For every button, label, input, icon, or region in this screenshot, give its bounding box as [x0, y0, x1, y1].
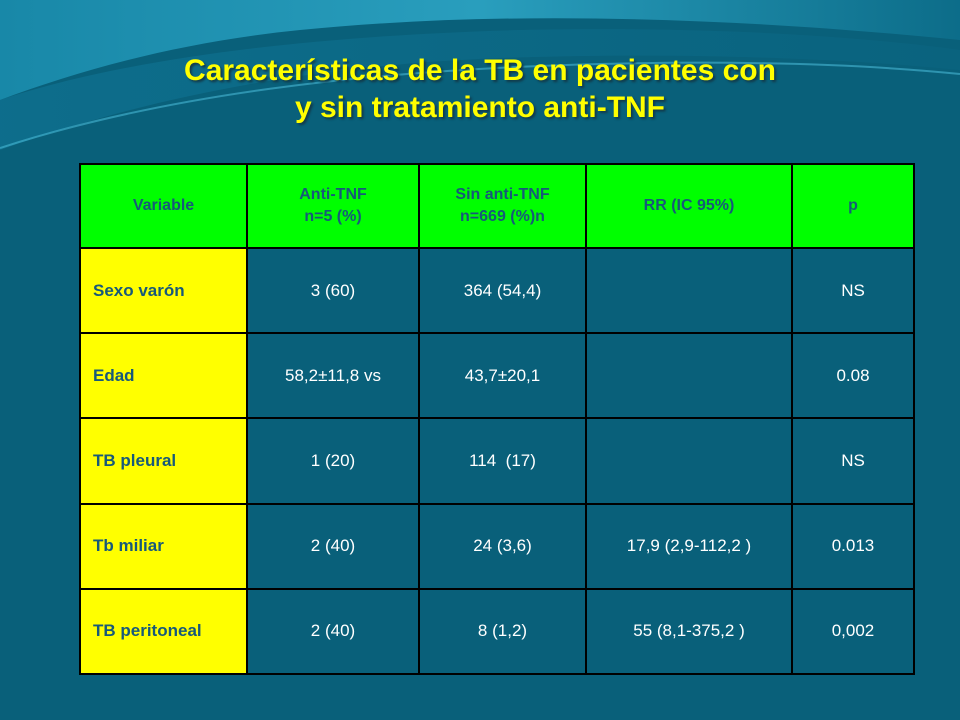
cell-p: NS	[791, 246, 915, 335]
header-p: p	[791, 163, 915, 249]
cell-sin-anti-tnf: 114 (17)	[418, 417, 587, 505]
table-row: Edad 58,2±11,8 vs 43,7±20,1 0.08	[79, 332, 915, 420]
header-anti-tnf: Anti-TNF n=5 (%)	[246, 163, 420, 249]
cell-p: 0.013	[791, 502, 915, 590]
cell-p: 0,002	[791, 587, 915, 676]
tb-characteristics-table: Variable Anti-TNF n=5 (%) Sin anti-TNF n…	[79, 163, 915, 676]
title-line-1: Características de la TB en pacientes co…	[184, 54, 776, 87]
row-label: Tb miliar	[79, 502, 248, 590]
slide-title: Características de la TB en pacientes co…	[0, 52, 960, 126]
row-label: TB pleural	[79, 417, 248, 505]
cell-rr	[585, 332, 793, 420]
cell-anti-tnf: 1 (20)	[246, 417, 420, 505]
cell-p: NS	[791, 417, 915, 505]
cell-anti-tnf: 2 (40)	[246, 502, 420, 590]
cell-sin-anti-tnf: 43,7±20,1	[418, 332, 587, 420]
background-swoosh	[0, 0, 960, 150]
row-label: Sexo varón	[79, 246, 248, 335]
cell-p: 0.08	[791, 332, 915, 420]
cell-anti-tnf: 58,2±11,8 vs	[246, 332, 420, 420]
cell-sin-anti-tnf: 8 (1,2)	[418, 587, 587, 676]
table-row: Sexo varón 3 (60) 364 (54,4) NS	[79, 246, 915, 335]
header-sin-anti-tnf: Sin anti-TNF n=669 (%)n	[418, 163, 587, 249]
cell-rr	[585, 246, 793, 335]
row-label: TB peritoneal	[79, 587, 248, 676]
cell-rr: 55 (8,1-375,2 )	[585, 587, 793, 676]
cell-anti-tnf: 2 (40)	[246, 587, 420, 676]
cell-sin-anti-tnf: 364 (54,4)	[418, 246, 587, 335]
cell-rr: 17,9 (2,9-112,2 )	[585, 502, 793, 590]
cell-rr	[585, 417, 793, 505]
table-row: TB peritoneal 2 (40) 8 (1,2) 55 (8,1-375…	[79, 587, 915, 676]
table-row: Tb miliar 2 (40) 24 (3,6) 17,9 (2,9-112,…	[79, 502, 915, 590]
title-line-2: y sin tratamiento anti-TNF	[294, 91, 666, 124]
row-label: Edad	[79, 332, 248, 420]
table-header-row: Variable Anti-TNF n=5 (%) Sin anti-TNF n…	[79, 163, 915, 249]
cell-anti-tnf: 3 (60)	[246, 246, 420, 335]
cell-sin-anti-tnf: 24 (3,6)	[418, 502, 587, 590]
header-variable: Variable	[79, 163, 248, 249]
table-row: TB pleural 1 (20) 114 (17) NS	[79, 417, 915, 505]
header-rr: RR (IC 95%)	[585, 163, 793, 249]
